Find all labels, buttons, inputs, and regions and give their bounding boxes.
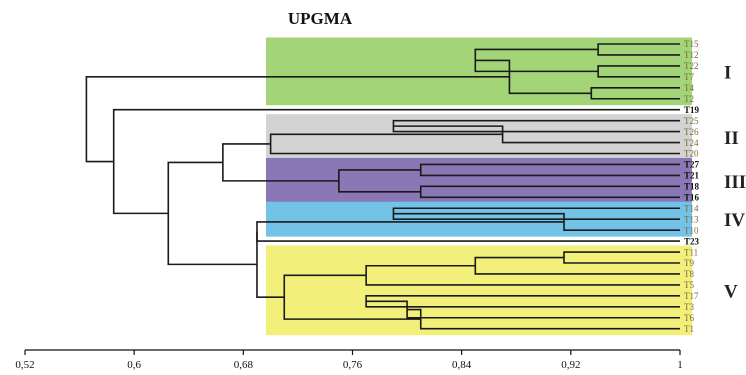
leaf-label-t17: T17 — [684, 291, 699, 301]
leaf-label-t9: T9 — [684, 258, 694, 268]
leaf-label-t5: T5 — [684, 280, 694, 290]
x-tick-label-1: 0,6 — [127, 359, 141, 371]
leaf-label-t16: T16 — [684, 193, 700, 203]
x-tick-label-4: 0,84 — [452, 359, 472, 371]
cluster-label-3: III — [724, 172, 746, 193]
leaf-label-t24: T24 — [684, 138, 699, 148]
leaf-label-t7: T7 — [684, 72, 694, 82]
branch-24 — [167, 161, 257, 266]
x-axis: 0,52 0,6 0,68 0,76 0,84 0,92 1 — [15, 349, 683, 371]
branch-15 — [474, 256, 680, 275]
leaf-label-t15: T15 — [684, 39, 699, 49]
x-tick-label-3: 0,76 — [343, 359, 363, 371]
cluster-label-4: IV — [724, 210, 745, 231]
leaf-label-t11: T11 — [684, 247, 698, 257]
x-tick-label-6: 1 — [677, 359, 683, 371]
leaf-label-t3: T3 — [684, 302, 694, 312]
leaf-label-t6: T6 — [684, 313, 694, 323]
branch-20 — [283, 274, 421, 320]
leaf-label-t14: T14 — [684, 203, 699, 213]
leaf-label-t21: T21 — [684, 171, 700, 181]
branch-26 — [85, 76, 510, 163]
cluster-label-2: II — [724, 128, 739, 149]
branch-23 — [256, 231, 285, 299]
leaf-label-t2: T2 — [684, 94, 694, 104]
cluster-box-2 — [266, 114, 692, 160]
leaf-label-t23: T23 — [684, 236, 700, 246]
leaf-label-t22: T22 — [684, 61, 699, 71]
leaf-label-t13: T13 — [684, 214, 699, 224]
branch-21 — [222, 143, 339, 182]
x-tick-label-5: 0,92 — [561, 359, 580, 371]
x-tick-label-0: 0,52 — [15, 359, 34, 371]
chart-title: UPGMA — [288, 9, 353, 28]
x-tick-label-2: 0,68 — [234, 359, 254, 371]
cluster-label-1: I — [724, 62, 731, 83]
leaf-labels: T15T12T22T7T4T2T19T25T26T24T20T27T21T18T… — [684, 39, 700, 334]
leaf-label-t26: T26 — [684, 127, 699, 137]
leaf-label-t10: T10 — [684, 225, 699, 235]
branch-25 — [112, 108, 680, 215]
branch-18 — [366, 300, 680, 319]
leaf-label-t25: T25 — [684, 116, 699, 126]
tree-branches — [85, 43, 680, 330]
leaf-label-t27: T27 — [684, 160, 700, 170]
leaf-label-t19: T19 — [684, 105, 700, 115]
leaf-label-t8: T8 — [684, 269, 694, 279]
leaf-label-t12: T12 — [684, 50, 699, 60]
cluster-box-5 — [266, 245, 692, 336]
cluster-label-5: V — [724, 281, 738, 302]
leaf-label-t18: T18 — [684, 182, 700, 192]
leaf-label-t1: T1 — [684, 324, 694, 334]
leaf-label-t4: T4 — [684, 83, 694, 93]
branch-16 — [365, 264, 680, 286]
leaf-label-t20: T20 — [684, 149, 699, 159]
